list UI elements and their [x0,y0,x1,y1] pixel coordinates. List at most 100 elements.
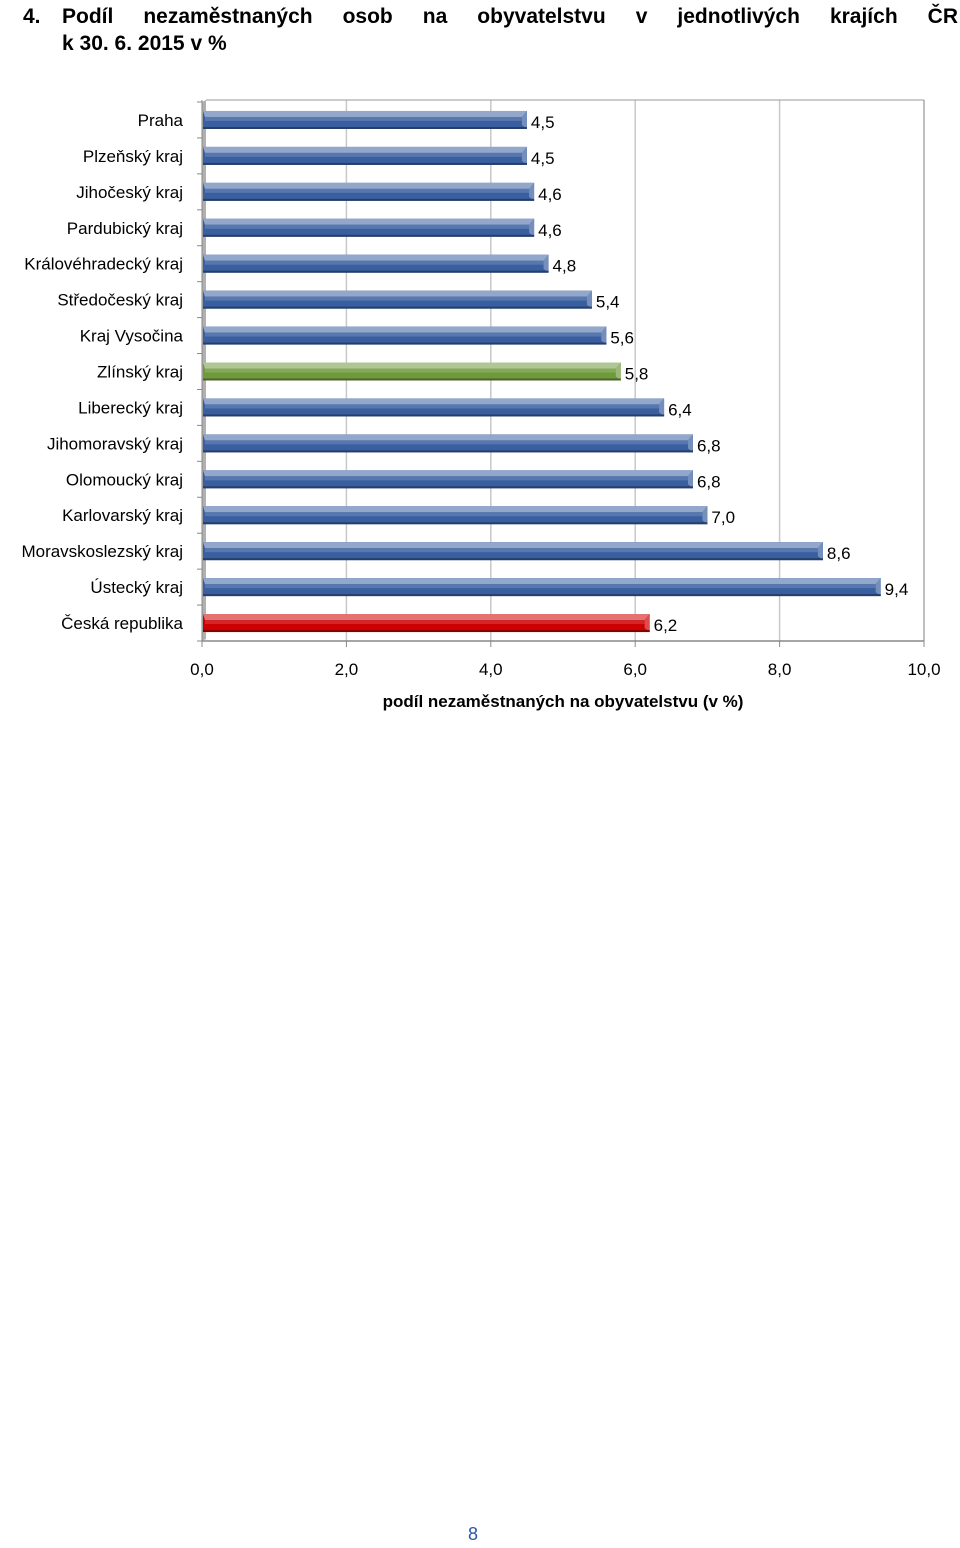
bar-mid-bevel [205,368,616,373]
data-label: 5,8 [625,365,649,384]
x-tick-label: 2,0 [335,660,359,679]
category-label: Plzeňský kraj [83,147,183,166]
bar-mid-bevel [205,512,703,517]
bar-top-bevel [203,578,881,585]
bar-end-bevel [543,254,549,273]
bar [203,578,881,597]
bar [203,362,621,381]
bar-mid-bevel [205,224,530,229]
bar-end-bevel [521,146,527,165]
heading-line-1: Podíl nezaměstnaných osob na obyvatelstv… [62,5,958,28]
bar [203,146,527,165]
bar-top-bevel [203,182,535,189]
bar-end-bevel [586,290,592,309]
bar-top-bevel [203,110,527,117]
x-tick-label: 4,0 [479,660,503,679]
bar-mid-bevel [205,548,818,553]
bars [203,110,881,633]
category-label: Liberecký kraj [78,398,183,417]
bar [203,506,708,525]
category-label: Jihomoravský kraj [47,434,183,453]
data-label: 7,0 [711,508,735,527]
category-label: Ústecký kraj [90,578,183,597]
x-tick-label: 0,0 [190,660,214,679]
data-label: 6,4 [668,400,692,419]
bar-top-bevel [203,614,650,621]
bar-mid-bevel [205,584,876,589]
bar-mid-bevel [205,620,645,625]
bar [203,470,693,489]
x-tick-label: 6,0 [623,660,647,679]
bar-mid-bevel [205,296,587,301]
bar-bottom-edge [203,234,535,237]
bar-bottom-edge [203,414,665,417]
bar-mid-bevel [205,404,660,409]
x-tick-label: 10,0 [907,660,940,679]
bar-top-bevel [203,542,823,549]
category-label: Jihočeský kraj [76,183,183,202]
category-label: Kraj Vysočina [80,327,184,346]
bar-bottom-edge [203,522,708,525]
bar-end-bevel [817,542,823,561]
bar-mid-bevel [205,116,522,121]
bar-top-bevel [203,326,607,333]
bar [203,326,607,345]
bar-bottom-edge [203,270,549,273]
bar-top-bevel [203,146,527,153]
bar-bottom-edge [203,126,527,129]
bar-mid-bevel [205,476,688,481]
category-labels: Praha Plzeňský kraj Jihočeský kraj Pardubic… [21,111,183,633]
data-label: 4,6 [538,221,562,240]
bar-top-bevel [203,398,665,405]
data-label: 4,6 [538,185,562,204]
bar-top-bevel [203,506,708,513]
data-label: 5,4 [596,293,620,312]
bar-bottom-edge [203,378,621,381]
data-label: 5,6 [610,329,634,348]
x-axis: 0,0 2,0 4,0 6,0 8,0 10,0 [190,100,941,679]
bar-bottom-edge [203,162,527,165]
bar-end-bevel [702,506,708,525]
bar-chart: 4,5 4,5 4,6 4,6 4,8 5,4 5,6 5,8 6,4 6,8 6,8 7,0 8,6 9… [21,99,941,711]
x-axis-title: podíl nezaměstnaných na obyvatelstvu (v … [383,692,744,711]
bar-mid-bevel [205,260,544,265]
bar [203,254,549,273]
bar-bottom-edge [203,486,693,489]
bar-top-bevel [203,290,592,297]
category-label: Zlínský kraj [97,363,183,382]
bar [203,614,650,633]
bar-end-bevel [687,470,693,489]
bar-bottom-edge [203,594,881,597]
bar-bottom-edge [203,306,592,309]
bar-top-bevel [203,218,535,225]
bar-end-bevel [529,218,535,237]
bar [203,218,535,237]
bar-top-bevel [203,434,693,441]
data-label: 6,8 [697,436,721,455]
category-label: Středočeský kraj [57,291,183,310]
bar-bottom-edge [203,630,650,633]
data-label: 4,5 [531,149,555,168]
bar-end-bevel [875,578,881,597]
category-label: Praha [138,111,184,130]
bar [203,398,665,417]
data-label: 4,5 [531,113,555,132]
bar-mid-bevel [205,152,522,157]
bar [203,182,535,201]
data-label: 6,2 [654,616,678,635]
bar [203,290,592,309]
bar-bottom-edge [203,342,607,345]
category-label: Karlovarský kraj [62,506,183,525]
bar-mid-bevel [205,188,530,193]
bar-end-bevel [615,362,621,381]
bar-bottom-edge [203,198,535,201]
bar-mid-bevel [205,440,688,445]
bar-top-bevel [203,470,693,477]
data-label: 6,8 [697,472,721,491]
bar-end-bevel [659,398,665,417]
data-labels: 4,5 4,5 4,6 4,6 4,8 5,4 5,6 5,8 6,4 6,8 6,8 7,0 8,6 9… [531,113,908,635]
bar-bottom-edge [203,450,693,453]
data-label: 9,4 [885,580,909,599]
bar-end-bevel [529,182,535,201]
bar-end-bevel [601,326,607,345]
